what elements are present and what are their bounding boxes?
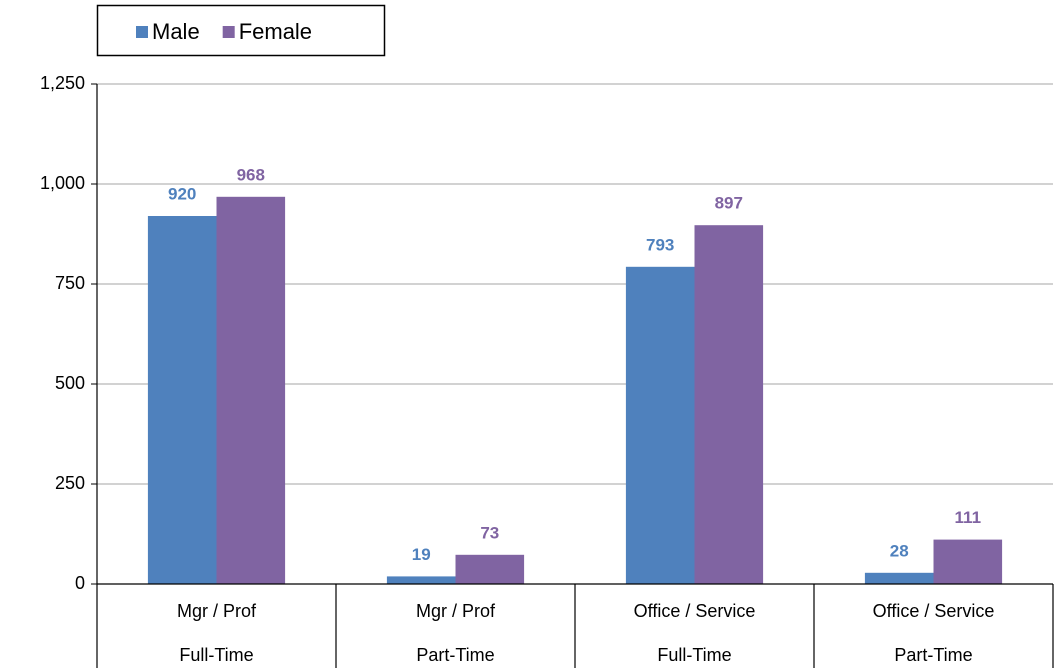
y-tick-label: 250: [55, 473, 85, 493]
x-tick-label: Mgr / Prof: [416, 601, 496, 621]
legend-swatch: [136, 26, 148, 38]
value-label: 968: [237, 165, 265, 184]
bar: [625, 266, 695, 584]
value-label: 897: [715, 194, 743, 213]
bar: [455, 554, 525, 584]
legend-swatch: [222, 26, 235, 38]
value-label: 920: [168, 184, 196, 203]
value-label: 111: [955, 508, 982, 527]
bar: [216, 196, 286, 585]
bar: [147, 216, 217, 584]
y-tick-label: 0: [75, 573, 85, 593]
y-tick-label: 1,000: [40, 173, 85, 193]
value-label: 19: [412, 545, 431, 564]
legend-label: Female: [239, 19, 312, 44]
y-tick-label: 1,250: [40, 73, 85, 93]
y-tick-label: 500: [55, 373, 85, 393]
value-label: 793: [646, 235, 674, 254]
y-tick-label: 750: [55, 273, 85, 293]
x-tick-label: Part-Time: [416, 645, 494, 665]
bar: [933, 539, 1003, 584]
bar: [694, 225, 764, 584]
x-tick-label: Full-Time: [657, 645, 731, 665]
x-tick-label: Office / Service: [873, 601, 995, 621]
value-label: 28: [890, 541, 909, 560]
legend-label: Male: [152, 19, 200, 44]
x-tick-label: Office / Service: [634, 601, 756, 621]
bar: [864, 572, 934, 584]
x-tick-label: Part-Time: [894, 645, 972, 665]
bar: [386, 576, 456, 584]
x-tick-label: Full-Time: [179, 645, 253, 665]
x-tick-label: Mgr / Prof: [177, 601, 257, 621]
value-label: 73: [480, 523, 499, 542]
